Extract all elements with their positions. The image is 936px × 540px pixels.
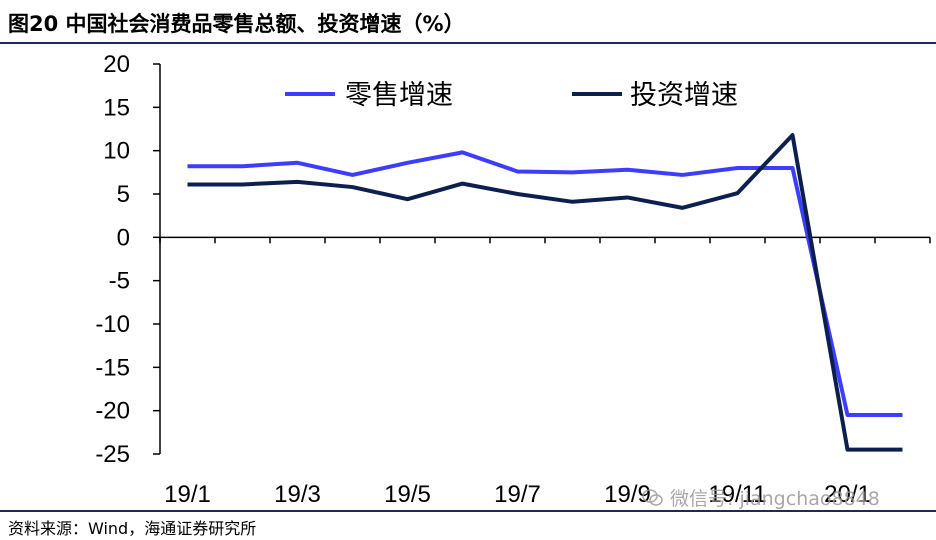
y-tick-label: 20 <box>103 51 130 78</box>
y-tick-label: -5 <box>109 268 130 295</box>
y-tick-label: -10 <box>95 311 130 338</box>
x-tick-label: 19/5 <box>384 481 431 508</box>
title-bar: 图20 中国社会消费品零售总额、投资增速（%） <box>0 0 936 44</box>
x-tick-label: 19/3 <box>274 481 321 508</box>
x-tick-label: 19/11 <box>708 481 766 508</box>
y-tick-label: 15 <box>103 94 130 121</box>
x-tick-label: 19/7 <box>494 481 541 508</box>
source-note: 资料来源：Wind，海通证券研究所 <box>8 519 257 538</box>
y-tick-label: 10 <box>103 138 130 165</box>
y-tick-label: -20 <box>95 398 130 425</box>
y-tick-label: 5 <box>117 181 130 208</box>
footer-divider <box>0 510 936 512</box>
legend-label: 零售增速 <box>345 80 453 111</box>
wechat-icon <box>642 489 663 506</box>
legend-label: 投资增速 <box>630 80 738 111</box>
watermark-text: 微信号: jiangchao8848 <box>670 488 880 510</box>
line-chart: 20 15 10 5 0 -5 -10 -15 -20 -25 19/1 19/3 19/5 19/7 19… <box>95 51 931 508</box>
y-tick-label: 0 <box>117 224 130 251</box>
chart-title: 图20 中国社会消费品零售总额、投资增速（%） <box>8 12 465 36</box>
series-line-investment <box>187 133 903 452</box>
x-tick-label: 19/1 <box>164 481 211 508</box>
y-tick-label: -15 <box>95 354 130 381</box>
series-line-retail <box>187 150 903 417</box>
x-tick-label: 20/1 <box>824 481 871 508</box>
y-tick-label: -25 <box>95 441 130 468</box>
